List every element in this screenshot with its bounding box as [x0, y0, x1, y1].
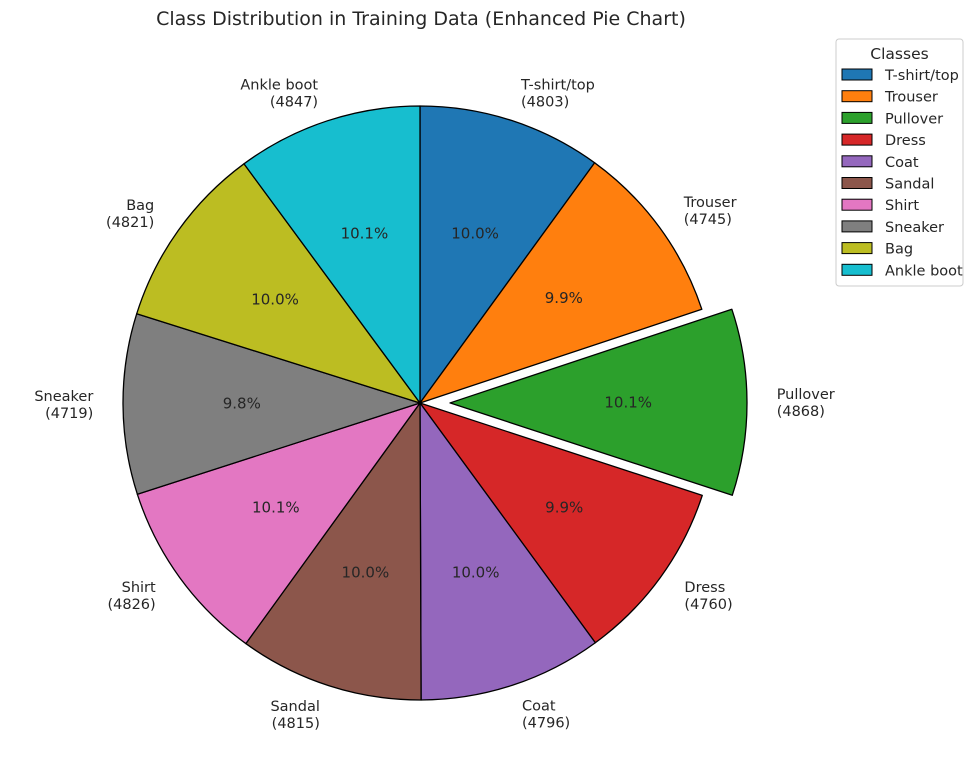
legend-label-bag: Bag — [885, 242, 913, 258]
chart-title: Class Distribution in Training Data (Enh… — [156, 8, 686, 30]
legend-swatch-shirt — [841, 198, 873, 211]
slice-label-coat: Coat (4796) — [522, 698, 570, 731]
legend-label-shirt: Shirt — [885, 198, 919, 214]
pie-slice-trouser — [419, 162, 703, 404]
slice-labels: T-shirt/top (4803) Trouser (4745) Pullover (4… — [34, 77, 834, 732]
legend-label-t-shirt-top: T-shirt/top — [884, 68, 959, 84]
pie-slice-pullover — [449, 308, 748, 496]
pct-label-pullover: 10.1% — [604, 394, 652, 412]
legend-label-trouser: Trouser — [884, 90, 938, 106]
pie-slice-coat — [419, 402, 596, 701]
legend-swatch-ankle-boot — [841, 263, 873, 276]
legend-swatch-coat — [841, 155, 873, 168]
legend: Classes T-shirt/top Trouser Pullover Dress C… — [835, 38, 964, 287]
pct-label-dress: 9.9% — [545, 499, 583, 517]
pie-slice-sandal — [245, 402, 422, 701]
slice-label-t-shirt-top: T-shirt/top (4803) — [520, 77, 595, 110]
slice-label-dress: Dress (4760) — [684, 580, 732, 613]
pie-slice-ankle-boot — [243, 105, 421, 404]
legend-label-sneaker: Sneaker — [885, 220, 944, 236]
slice-label-ankle-boot: Ankle boot (4847) — [240, 78, 318, 111]
legend-label-dress: Dress — [885, 133, 926, 149]
pie-slice-dress — [419, 402, 703, 644]
legend-label-ankle-boot: Ankle boot — [885, 263, 963, 279]
slice-label-sneaker: Sneaker (4719) — [34, 389, 93, 422]
legend-swatch-t-shirt-top — [841, 68, 873, 81]
legend-swatch-pullover — [841, 111, 873, 124]
slice-label-trouser: Trouser (4745) — [683, 195, 737, 228]
percentage-labels: 10.0% 9.9% 10.1% 9.9% 10.0% 10.0% 10.1% 9.8% 10.… — [223, 225, 652, 582]
pct-label-shirt: 10.1% — [252, 499, 300, 517]
pct-label-coat: 10.0% — [452, 563, 500, 581]
legend-label-sandal: Sandal — [885, 177, 934, 193]
pct-label-ankle-boot: 10.1% — [341, 225, 389, 243]
legend-swatch-dress — [841, 133, 873, 146]
pie-slice-sneaker — [122, 313, 421, 495]
legend-swatch-sandal — [841, 177, 873, 189]
pie-slices — [122, 105, 748, 701]
pct-label-trouser: 9.9% — [545, 289, 583, 307]
legend-swatch-sneaker — [841, 220, 873, 233]
slice-label-pullover: Pullover (4868) — [777, 387, 835, 420]
legend-label-coat: Coat — [885, 155, 919, 171]
pie-slice-t-shirt-top — [419, 105, 596, 404]
slice-label-sandal: Sandal (4815) — [270, 699, 319, 732]
slice-label-shirt: Shirt (4826) — [107, 580, 156, 613]
legend-swatch-bag — [841, 242, 873, 255]
pct-label-sandal: 10.0% — [342, 564, 390, 582]
legend-label-pullover: Pullover — [885, 111, 943, 127]
slice-label-bag: Bag (4821) — [106, 198, 154, 231]
pct-label-sneaker: 9.8% — [223, 395, 261, 413]
pct-label-bag: 10.0% — [251, 290, 299, 308]
legend-title: Classes — [870, 45, 928, 63]
legend-swatch-trouser — [841, 90, 873, 103]
pct-label-t-shirt-top: 10.0% — [451, 225, 499, 243]
pie-slice-shirt — [136, 402, 421, 645]
pie-slice-bag — [136, 163, 421, 404]
